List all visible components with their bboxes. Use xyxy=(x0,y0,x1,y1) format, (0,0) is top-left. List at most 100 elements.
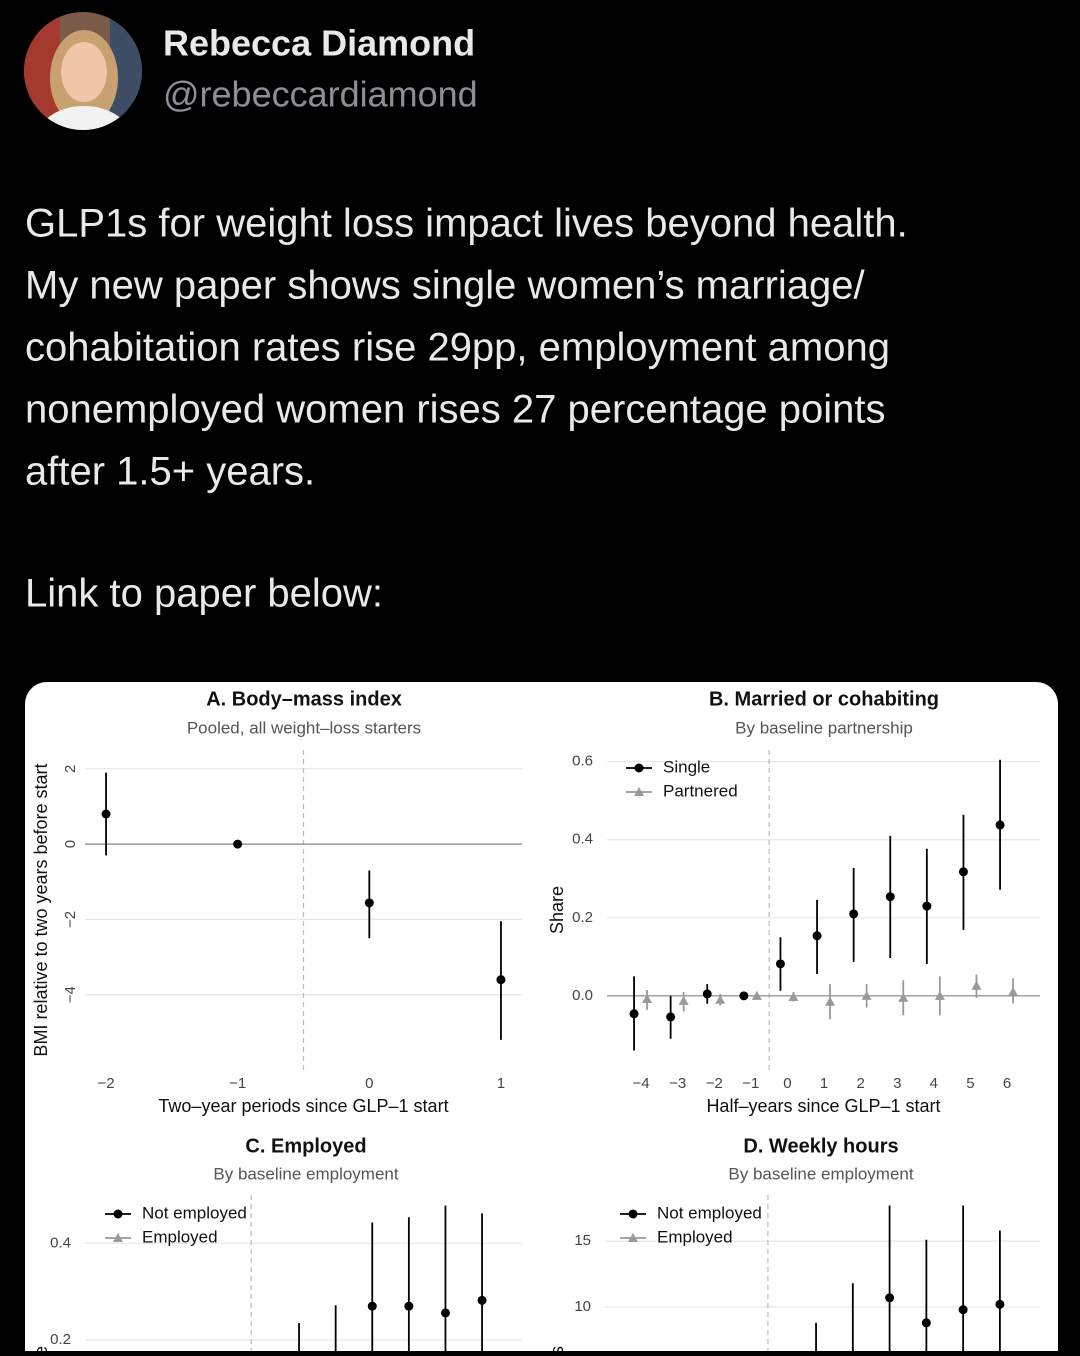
x-tick-label: −1 xyxy=(229,1075,246,1092)
point xyxy=(812,931,822,941)
point xyxy=(629,1009,639,1019)
x-tick-label: 5 xyxy=(966,1075,974,1092)
x-axis-label: Half–years since GLP–1 start xyxy=(706,1096,940,1116)
panel-subtitle: By baseline employment xyxy=(728,1164,913,1183)
point xyxy=(775,959,785,969)
point xyxy=(898,992,909,1002)
point xyxy=(958,867,968,877)
y-axis-label: Hours xyxy=(547,1346,567,1351)
avatar[interactable] xyxy=(20,10,150,174)
y-tick-label: 0.6 xyxy=(572,753,593,770)
x-tick-label: 0 xyxy=(365,1075,373,1092)
point xyxy=(971,980,982,990)
point xyxy=(885,892,895,902)
legend-marker xyxy=(113,1233,123,1242)
x-tick-label: 1 xyxy=(820,1075,828,1092)
y-tick-label: 15 xyxy=(574,1232,591,1249)
y-tick-label: 0.2 xyxy=(572,909,593,926)
x-tick-label: 1 xyxy=(497,1075,505,1092)
panel-subtitle: By baseline partnership xyxy=(735,718,913,737)
tweet-line: My new paper shows single women’s marria… xyxy=(25,264,866,308)
tweet-text: GLP1s for weight loss impact lives beyon… xyxy=(25,202,908,494)
point xyxy=(715,994,726,1004)
link-line: Link to paper below: xyxy=(25,572,383,616)
author-name[interactable]: Rebecca Diamond xyxy=(163,23,475,64)
legend-label: Not employed xyxy=(142,1203,247,1222)
point xyxy=(788,992,799,1002)
point xyxy=(233,839,243,849)
point xyxy=(404,1301,414,1311)
y-axis-label: BMI relative to two years before start xyxy=(31,763,51,1056)
point xyxy=(702,989,712,999)
y-axis-label: Share xyxy=(31,1346,51,1351)
legend-marker xyxy=(634,763,644,773)
legend-marker xyxy=(628,1209,638,1219)
y-tick-label: 10 xyxy=(574,1298,591,1315)
point xyxy=(849,909,859,919)
x-tick-label: −3 xyxy=(669,1075,686,1092)
point xyxy=(367,1301,377,1311)
y-tick-label: 0.4 xyxy=(572,831,593,848)
tweet-line: nonemployed women rises 27 percentage po… xyxy=(25,388,886,432)
x-tick-label: 2 xyxy=(856,1075,864,1092)
x-axis-label: Two–year periods since GLP–1 start xyxy=(158,1096,448,1116)
x-tick-label: −4 xyxy=(632,1075,649,1092)
x-tick-label: 0 xyxy=(783,1075,791,1092)
point xyxy=(995,820,1005,830)
figure-card[interactable] xyxy=(25,682,1058,1356)
y-tick-label: 0.2 xyxy=(50,1331,71,1348)
y-tick-label: 2 xyxy=(62,765,79,773)
point xyxy=(995,1299,1005,1309)
legend-marker xyxy=(628,1233,638,1242)
x-tick-label: 4 xyxy=(930,1075,938,1092)
x-tick-label: −2 xyxy=(706,1075,723,1092)
point xyxy=(101,809,111,819)
x-tick-label: 3 xyxy=(893,1075,901,1092)
point xyxy=(1008,986,1019,996)
x-tick-label: 6 xyxy=(1003,1075,1011,1092)
point xyxy=(440,1308,450,1318)
y-tick-label: 0.0 xyxy=(572,987,593,1004)
tweet-line: GLP1s for weight loss impact lives beyon… xyxy=(25,202,908,246)
panel-title: A. Body–mass index xyxy=(206,688,402,710)
x-tick-label: −1 xyxy=(742,1075,759,1092)
legend-label: Partnered xyxy=(663,781,738,800)
point xyxy=(861,990,872,1000)
point xyxy=(922,901,932,911)
point xyxy=(496,975,506,985)
panel-title: D. Weekly hours xyxy=(743,1135,898,1157)
x-tick-label: −2 xyxy=(98,1075,115,1092)
legend-label: Single xyxy=(663,757,710,776)
panel-subtitle: Pooled, all weight–loss starters xyxy=(187,718,421,737)
tweet-line: after 1.5+ years. xyxy=(25,450,315,494)
y-tick-label: 0.4 xyxy=(50,1234,71,1251)
point xyxy=(477,1295,487,1305)
point xyxy=(921,1318,931,1328)
panel-title: B. Married or cohabiting xyxy=(709,688,939,710)
point xyxy=(642,993,653,1003)
point xyxy=(885,1293,895,1303)
y-tick-label: 0 xyxy=(62,840,79,848)
panel-title: C. Employed xyxy=(245,1135,366,1157)
y-tick-label: −4 xyxy=(62,986,79,1003)
point xyxy=(825,996,836,1006)
point xyxy=(751,990,762,1000)
legend-marker xyxy=(113,1209,123,1219)
legend-label: Employed xyxy=(657,1227,733,1246)
y-tick-label: −2 xyxy=(62,911,79,928)
point xyxy=(739,991,749,1001)
point xyxy=(364,898,374,908)
point xyxy=(934,990,945,1000)
author-handle[interactable]: @rebeccardiamond xyxy=(163,74,478,115)
y-axis-label: Share xyxy=(547,886,567,934)
point xyxy=(666,1012,676,1022)
tweet-line: cohabitation rates rise 29pp, employment… xyxy=(25,326,890,370)
legend-label: Not employed xyxy=(657,1203,762,1222)
legend-marker xyxy=(634,787,644,796)
point xyxy=(678,995,689,1005)
point xyxy=(958,1305,968,1315)
legend-label: Employed xyxy=(142,1227,218,1246)
panel-subtitle: By baseline employment xyxy=(213,1164,398,1183)
